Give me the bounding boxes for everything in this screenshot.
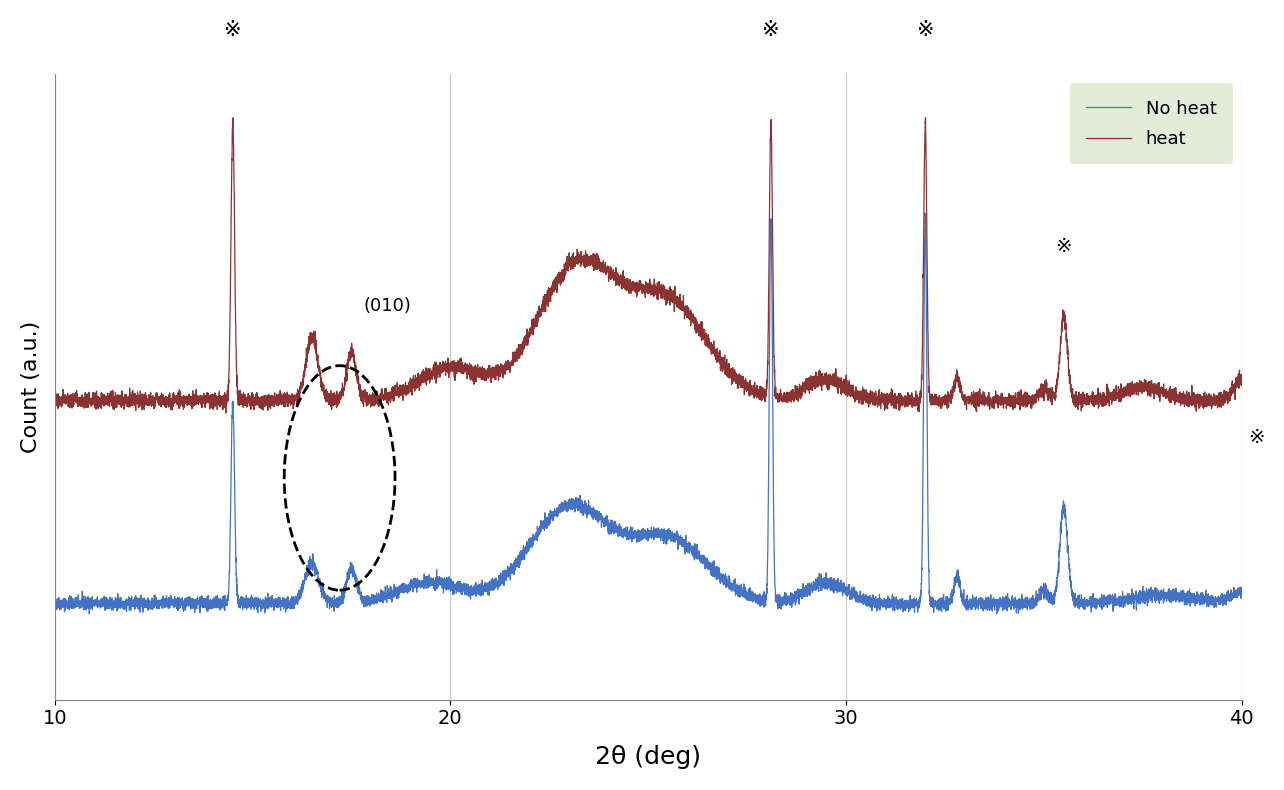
Text: (010): (010) [363, 297, 411, 315]
Line: No heat: No heat [55, 213, 1242, 614]
heat [218, 408, 234, 418]
No heat [365, 592, 380, 602]
X-axis label: 2θ (deg): 2θ (deg) [596, 745, 701, 769]
heat [1234, 377, 1249, 386]
heat [48, 395, 63, 404]
No heat [1215, 597, 1230, 607]
No heat [48, 597, 63, 607]
Text: ※: ※ [763, 20, 779, 40]
Y-axis label: Count (a.u.): Count (a.u.) [21, 321, 41, 453]
heat [1215, 397, 1230, 407]
No heat [984, 596, 999, 606]
No heat [773, 593, 788, 603]
Legend: No heat, heat: No heat, heat [1070, 83, 1233, 164]
No heat [1234, 585, 1249, 595]
Line: heat: heat [55, 118, 1242, 413]
No heat [791, 594, 806, 604]
No heat [82, 609, 98, 619]
No heat [116, 597, 131, 607]
heat [116, 397, 131, 406]
Text: ※: ※ [917, 20, 933, 40]
Text: ※: ※ [223, 20, 241, 40]
heat [984, 395, 999, 404]
heat [773, 395, 788, 404]
Text: ※: ※ [1055, 237, 1072, 256]
heat [791, 397, 806, 406]
heat [918, 113, 933, 122]
heat [365, 397, 380, 407]
Text: ※: ※ [1248, 427, 1265, 446]
No heat [918, 209, 933, 218]
